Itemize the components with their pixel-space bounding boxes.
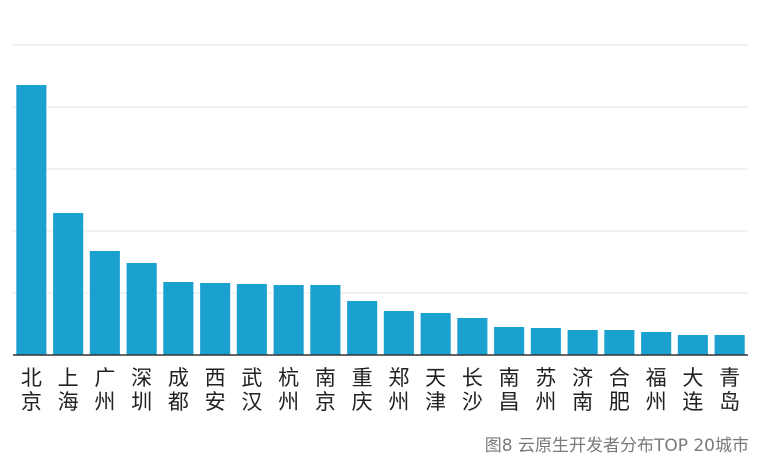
- bar-18: [677, 335, 708, 355]
- category-label-11: 天津: [425, 366, 446, 414]
- category-label-4: 成都: [168, 366, 189, 414]
- bar-17: [641, 332, 672, 355]
- bar-0: [16, 85, 47, 355]
- category-label-14: 苏州: [535, 366, 556, 414]
- category-label-15: 济南: [572, 366, 593, 414]
- bar-14: [530, 328, 561, 355]
- category-label-10: 郑州: [388, 366, 409, 414]
- category-label-3: 深圳: [131, 366, 152, 414]
- category-label-6: 武汉: [241, 366, 262, 414]
- bar-13: [494, 327, 525, 355]
- category-label-2: 广州: [94, 366, 115, 414]
- bar-7: [273, 285, 304, 355]
- category-label-8: 南京: [315, 366, 336, 414]
- bar-16: [604, 330, 635, 355]
- bar-2: [89, 251, 120, 355]
- bar-8: [310, 285, 341, 355]
- category-label-0: 北京: [21, 366, 42, 414]
- bar-1: [53, 213, 84, 355]
- category-label-12: 长沙: [462, 366, 483, 414]
- category-label-19: 青岛: [719, 366, 740, 414]
- category-label-5: 西安: [205, 366, 226, 414]
- bars: [16, 85, 745, 355]
- category-label-17: 福州: [646, 366, 667, 414]
- category-label-13: 南昌: [499, 366, 520, 414]
- bar-9: [347, 301, 378, 355]
- category-label-16: 合肥: [609, 366, 630, 414]
- category-label-7: 杭州: [278, 366, 299, 414]
- bar-10: [383, 311, 414, 355]
- bar-19: [714, 335, 745, 355]
- bar-12: [457, 318, 488, 355]
- figure-caption: 图8 云原生开发者分布TOP 20城市: [484, 436, 749, 456]
- gridlines: [13, 44, 748, 294]
- category-label-18: 大连: [682, 366, 703, 414]
- bar-11: [420, 313, 451, 355]
- bar-6: [236, 284, 267, 355]
- bar-5: [200, 283, 231, 355]
- bar-4: [163, 282, 194, 355]
- bar-15: [567, 330, 598, 355]
- bar-3: [126, 263, 157, 355]
- category-label-9: 重庆: [352, 366, 373, 414]
- category-label-1: 上海: [58, 366, 79, 414]
